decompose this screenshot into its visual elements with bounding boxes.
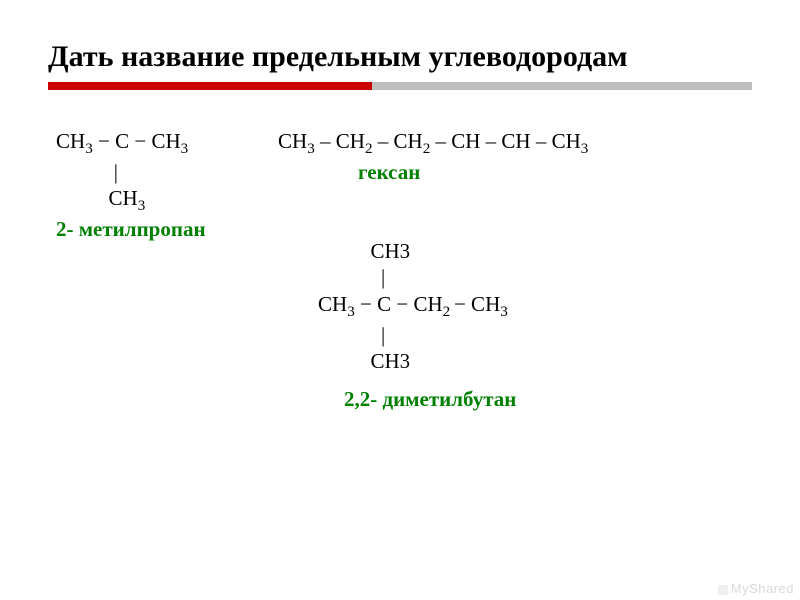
content-area: СН3 − С − СН3 | СН3 2- метилпропан СН3 –… [48,128,752,548]
watermark-icon [718,585,728,595]
s3-bot-ch3: СН3 [318,348,516,374]
s3-answer: 2,2- диметилбутан [318,386,516,412]
s3-top-ch3: СН3 [318,238,516,264]
slide: Дать название предельным углеводородам С… [0,0,800,600]
s2-answer: гексан [278,159,588,185]
underline-red [48,82,372,90]
structure-2: СН3 – СН2 – СН2 – СН – СН – СН3 гексан [278,128,588,185]
structure-3: СН3 | СН3 − С − СН2 − СН3 | СН3 2,2- дим… [318,238,516,412]
underline-grey [372,82,752,90]
s1-bond: | [56,159,206,185]
s3-bot-bond: | [318,322,516,348]
slide-title: Дать название предельным углеводородам [48,40,752,74]
structure-1: СН3 − С − СН3 | СН3 2- метилпропан [56,128,206,243]
s1-line3: СН3 [56,185,206,216]
s2-line1: СН3 – СН2 – СН2 – СН – СН – СН3 [278,128,588,159]
s3-top-bond: | [318,264,516,290]
s1-line1: СН3 − С − СН3 [56,128,206,159]
title-underline [48,82,752,92]
watermark: MyShared [718,581,794,596]
spacer [318,374,516,386]
watermark-text: MyShared [731,581,794,596]
s3-main: СН3 − С − СН2 − СН3 [318,291,516,322]
s1-answer: 2- метилпропан [56,216,206,242]
